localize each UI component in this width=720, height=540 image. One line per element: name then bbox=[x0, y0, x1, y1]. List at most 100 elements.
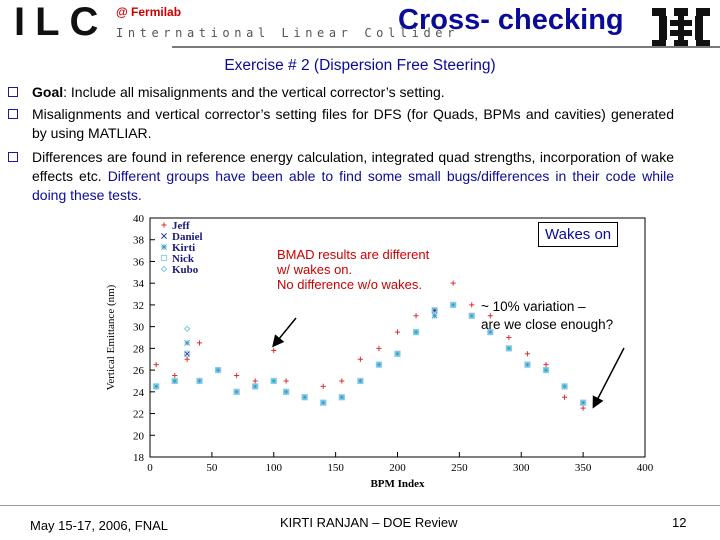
data-point-kirti bbox=[171, 378, 178, 384]
data-point-jeff bbox=[153, 362, 159, 368]
y-tick-label: 38 bbox=[133, 235, 145, 247]
variation-note: ~ 10% variation – are we close enough? bbox=[481, 298, 613, 334]
bullet-body: : Include all misalignments and the vert… bbox=[63, 84, 445, 100]
y-tick-label: 28 bbox=[133, 343, 145, 355]
data-point-jeff bbox=[184, 356, 190, 362]
y-tick-label: 24 bbox=[133, 387, 145, 399]
y-tick-label: 34 bbox=[133, 278, 145, 290]
data-point-jeff bbox=[376, 345, 382, 351]
data-point-jeff bbox=[320, 383, 326, 389]
data-point-kubo bbox=[233, 388, 240, 396]
legend-marker bbox=[161, 233, 167, 239]
data-point-kubo bbox=[524, 361, 531, 368]
data-point-kubo bbox=[270, 377, 278, 385]
y-tick-label: 32 bbox=[133, 300, 144, 312]
data-point-kubo bbox=[449, 301, 457, 309]
data-point-kirti bbox=[580, 399, 587, 406]
y-tick-label: 36 bbox=[133, 256, 145, 268]
data-point-jeff bbox=[339, 378, 345, 384]
bullet-text: Goal: Include all misalignments and the … bbox=[32, 83, 674, 102]
y-axis-label: Vertical Emittance (nm) bbox=[105, 284, 117, 390]
data-point-kubo bbox=[542, 366, 550, 374]
bullet-highlight: Different groups have been able to find … bbox=[32, 168, 674, 203]
data-point-kirti bbox=[394, 350, 401, 357]
data-point-kubo bbox=[468, 312, 476, 320]
data-point-kirti bbox=[301, 394, 308, 401]
bullet-box-icon bbox=[8, 109, 18, 119]
bullet-differences: Differences are found in reference energ… bbox=[8, 148, 674, 205]
data-point-kirti bbox=[357, 378, 364, 384]
bmad-note-line: w/ wakes on. bbox=[277, 262, 353, 277]
slide-title: Cross- checking bbox=[398, 4, 624, 36]
data-point-jeff bbox=[413, 313, 419, 319]
header-divider bbox=[172, 46, 720, 48]
data-point-kirti bbox=[413, 329, 419, 335]
data-point-kubo bbox=[282, 388, 290, 396]
data-point-kubo bbox=[357, 377, 364, 385]
legend-marker bbox=[160, 254, 168, 262]
data-point-daniel bbox=[431, 307, 438, 314]
bullet-body: Differences are found in reference energ… bbox=[32, 149, 674, 184]
data-point-kubo bbox=[251, 383, 259, 390]
y-tick-label: 20 bbox=[133, 430, 145, 442]
x-tick-label: 400 bbox=[637, 462, 654, 474]
data-point-kirti bbox=[450, 301, 457, 308]
bullet-lead: Goal bbox=[32, 84, 64, 100]
data-point-jeff bbox=[234, 372, 240, 379]
data-point-jeff bbox=[580, 405, 586, 411]
ilc-logo-subtitle: International Linear Collider bbox=[116, 26, 459, 40]
data-point-kubo bbox=[487, 328, 494, 336]
y-tick-label: 40 bbox=[133, 213, 145, 225]
bullet-misalignments: Misalignments and vertical corrector’s s… bbox=[8, 105, 674, 143]
data-point-kubo bbox=[505, 345, 513, 352]
data-point-kirti bbox=[561, 383, 568, 390]
data-point-kirti bbox=[233, 388, 240, 395]
y-tick-label: 22 bbox=[133, 409, 144, 421]
data-point-jeff bbox=[469, 302, 475, 308]
legend-label: Kubo bbox=[172, 264, 199, 276]
data-point-kirti bbox=[153, 383, 160, 390]
data-point-kubo bbox=[196, 377, 203, 385]
legend-label: Jeff bbox=[172, 220, 190, 232]
data-point-kirti bbox=[338, 394, 345, 401]
data-point-kirti bbox=[252, 383, 259, 390]
data-point-kirti bbox=[320, 399, 327, 406]
data-point-kirti bbox=[184, 340, 191, 346]
legend-label: Daniel bbox=[172, 231, 203, 243]
footer-date: May 15-17, 2006, FNAL bbox=[30, 518, 169, 533]
data-point-kirti bbox=[505, 345, 512, 352]
data-point-jeff bbox=[357, 356, 363, 362]
legend-marker bbox=[161, 222, 167, 228]
y-tick-label: 26 bbox=[133, 365, 145, 377]
bmad-note-line: No difference w/o wakes. bbox=[277, 277, 422, 292]
x-tick-label: 300 bbox=[513, 462, 530, 474]
footer-divider bbox=[0, 505, 720, 506]
footer-presenter: KIRTI RANJAN – DOE Review bbox=[280, 515, 458, 530]
data-point-kubo bbox=[214, 366, 222, 374]
variation-note-line: are we close enough? bbox=[481, 317, 614, 332]
data-point-jeff bbox=[172, 372, 178, 379]
bullet-box-icon bbox=[8, 152, 18, 162]
data-point-jeff bbox=[543, 362, 549, 368]
data-point-kirti bbox=[283, 388, 290, 395]
data-point-jeff bbox=[524, 351, 531, 357]
data-point-kubo bbox=[579, 399, 587, 406]
legend-marker bbox=[160, 265, 168, 273]
data-point-kirti bbox=[431, 312, 438, 319]
data-point-kirti bbox=[270, 378, 277, 384]
bullet-text: Differences are found in reference energ… bbox=[32, 148, 674, 205]
y-tick-label: 18 bbox=[133, 452, 145, 464]
data-point-kirti bbox=[196, 378, 203, 384]
data-point-kubo bbox=[319, 399, 327, 406]
bullet-text: Misalignments and vertical corrector’s s… bbox=[32, 106, 674, 141]
page-number: 12 bbox=[672, 515, 687, 530]
data-point-kirti bbox=[215, 367, 221, 374]
data-point-jeff bbox=[561, 394, 568, 400]
x-tick-label: 250 bbox=[451, 462, 468, 474]
data-point-kubo bbox=[152, 383, 160, 390]
data-point-kubo bbox=[171, 377, 179, 385]
legend-marker bbox=[161, 244, 167, 250]
data-point-kubo bbox=[183, 325, 191, 333]
data-point-kubo bbox=[338, 393, 346, 401]
data-point-jeff bbox=[271, 347, 277, 354]
